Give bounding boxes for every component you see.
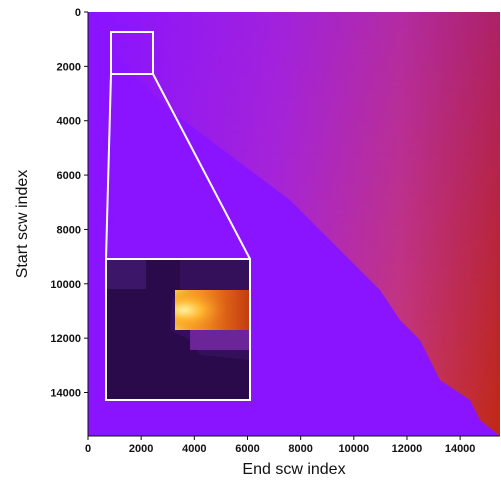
y-tick-label: 12000 [50,333,81,345]
x-axis: 0 2000 4000 6000 8000 10000 12000 14000 [85,436,475,455]
y-axis: 0 2000 4000 6000 8000 10000 12000 14000 [50,7,88,400]
x-tick-label: 12000 [392,443,423,455]
x-tick-label: 4000 [182,443,206,455]
y-tick-label: 2000 [57,61,81,73]
heatmap-warm-region [100,12,500,436]
y-tick-label: 6000 [57,170,81,182]
zoom-connector-left [105,73,112,260]
zoom-inset [105,258,251,401]
y-tick-label: 14000 [50,388,81,400]
y-tick-label: 8000 [57,224,81,236]
y-tick-label: 10000 [50,279,81,291]
x-tick-label: 0 [85,443,91,455]
x-axis-label: End scw index [242,461,345,478]
y-tick-label: 4000 [57,116,81,128]
x-tick-label: 6000 [235,443,259,455]
x-tick-label: 8000 [288,443,312,455]
y-tick-label: 0 [75,7,81,19]
zoom-connector-right [152,73,251,260]
zoom-inset-frame [105,258,251,401]
x-tick-label: 10000 [339,443,370,455]
x-tick-label: 14000 [445,443,476,455]
zoom-source-box [110,31,154,75]
x-tick-label: 2000 [129,443,153,455]
y-axis-label: Start scw index [14,170,31,278]
